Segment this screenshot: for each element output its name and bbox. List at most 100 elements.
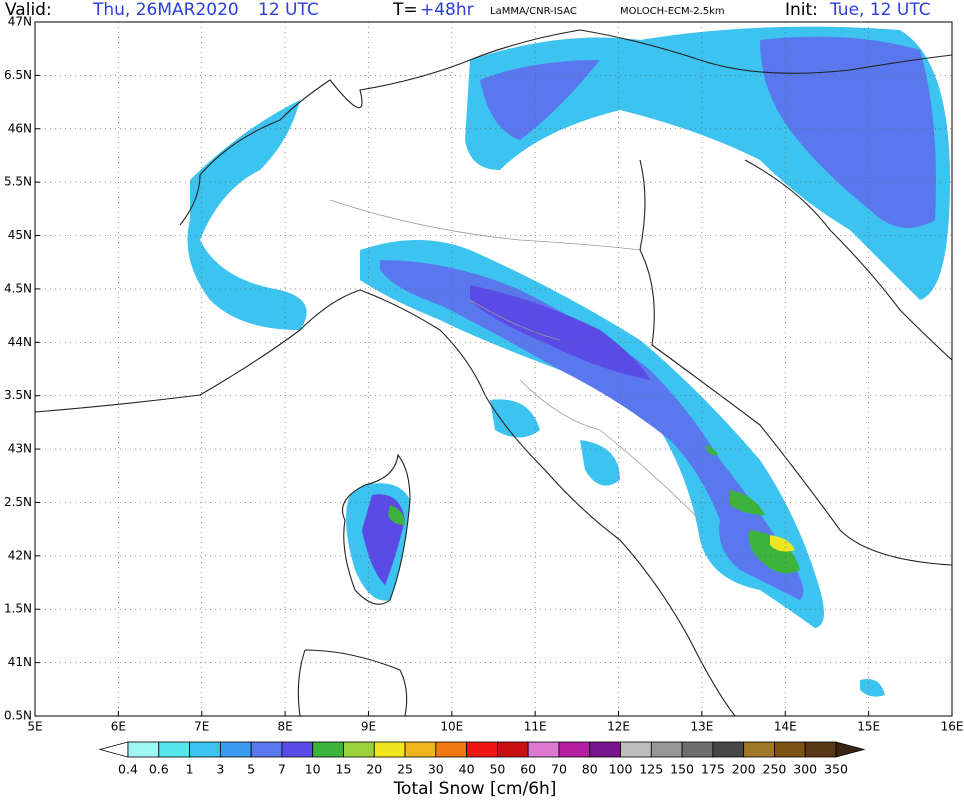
lon-label: 10E xyxy=(440,720,463,734)
colorbar-level: 80 xyxy=(582,762,598,777)
colorbar-box xyxy=(373,741,406,758)
lon-label: 16E xyxy=(941,720,964,734)
colorbar-level: 125 xyxy=(639,762,663,777)
lat-label: 4.5N xyxy=(4,281,32,295)
lon-label: 5E xyxy=(27,720,42,734)
map-frame xyxy=(34,21,953,717)
colorbar-level: 250 xyxy=(763,762,787,777)
colorbar-level: 70 xyxy=(551,762,567,777)
colorbar-box xyxy=(281,741,314,758)
valid-time: 12 UTC xyxy=(258,0,319,20)
coast-adriatic xyxy=(639,159,953,566)
lon-label: 9E xyxy=(361,720,376,734)
lon-label: 7E xyxy=(194,720,209,734)
colorbar-box xyxy=(343,741,375,758)
colorbar: 0.4 0.6 1 3 5 7 10 15 20 25 30 40 50 60 70 80 100 125 150 1… xyxy=(98,741,866,777)
colorbar-level: 1 xyxy=(186,762,194,777)
lat-label: 45N xyxy=(8,228,32,242)
lon-label: 13E xyxy=(690,720,713,734)
snow-apennines-core xyxy=(470,285,650,380)
lat-label: 47N xyxy=(8,15,32,29)
snow-western-alps xyxy=(187,100,307,330)
model: MOLOCH-ECM-2.5km xyxy=(620,6,725,17)
coastlines xyxy=(34,29,953,717)
colorbar-box xyxy=(681,741,714,758)
colorbar-level: 40 xyxy=(459,762,475,777)
coast-sardinia xyxy=(297,649,408,717)
valid-label: Valid: xyxy=(5,0,52,20)
colorbar-level: 100 xyxy=(609,762,633,777)
snow-field xyxy=(187,26,950,697)
colorbar-level: 3 xyxy=(216,762,224,777)
colorbar-box xyxy=(712,741,745,758)
colorbar-box xyxy=(189,741,221,758)
colorbar-title: Total Snow [cm/6h] xyxy=(393,779,557,799)
lon-label: 8E xyxy=(277,720,292,734)
colorbar-level: 150 xyxy=(670,762,694,777)
valid-date: Thu, 26MAR2020 xyxy=(92,0,239,20)
coast-corsica xyxy=(341,453,411,605)
colorbar-level: 30 xyxy=(428,762,444,777)
lat-label: 44N xyxy=(8,335,32,349)
colorbar-level: 300 xyxy=(793,762,817,777)
colorbar-level: 50 xyxy=(489,762,505,777)
colorbar-level: 25 xyxy=(397,762,413,777)
init-label: Init: xyxy=(785,0,818,20)
coast-tyrrhenian xyxy=(34,289,736,717)
lat-label: 42N xyxy=(8,548,32,562)
colorbar-box xyxy=(466,741,498,758)
colorbar-level: 175 xyxy=(701,762,725,777)
lon-label: 6E xyxy=(111,720,126,734)
colorbar-box xyxy=(620,741,652,758)
lon-label: 11E xyxy=(524,720,547,734)
lon-label: 15E xyxy=(857,720,880,734)
lat-label: 1.5N xyxy=(4,602,32,616)
lon-label: 14E xyxy=(774,720,797,734)
regional-borders xyxy=(329,199,701,521)
colorbar-box xyxy=(496,741,529,758)
lon-label: 12E xyxy=(607,720,630,734)
colorbar-box xyxy=(774,741,806,758)
colorbar-box xyxy=(558,741,591,758)
colorbar-level: 15 xyxy=(336,762,352,777)
colorbar-level: 20 xyxy=(366,762,382,777)
colorbar-left-arrow xyxy=(98,741,129,758)
colorbar-level: 5 xyxy=(247,762,255,777)
colorbar-box xyxy=(650,741,683,758)
coast-croatia xyxy=(744,159,953,361)
colorbar-box xyxy=(527,741,560,758)
colorbar-level: 350 xyxy=(824,762,848,777)
lat-label: 41N xyxy=(8,655,32,669)
lead-label: T= xyxy=(392,0,418,20)
colorbar-box xyxy=(312,741,344,758)
lat-label: 43N xyxy=(8,442,32,456)
colorbar-box xyxy=(435,741,468,758)
colorbar-box xyxy=(219,741,252,758)
colorbar-level: 10 xyxy=(305,762,321,777)
colorbar-box xyxy=(158,741,190,758)
lat-label: 6.5N xyxy=(4,68,32,82)
colorbar-level: 7 xyxy=(278,762,286,777)
snow-apennines-mid xyxy=(380,260,804,600)
colorbar-box xyxy=(589,741,621,758)
lat-label: 2.5N xyxy=(4,495,32,509)
snow-very-heavy xyxy=(770,535,795,552)
colorbar-box xyxy=(250,741,283,758)
colorbar-box xyxy=(404,741,437,758)
lat-label: 5.5N xyxy=(4,175,32,189)
graticule xyxy=(35,22,952,716)
colorbar-box xyxy=(804,741,837,758)
colorbar-box xyxy=(127,741,160,758)
lat-label: 46N xyxy=(8,121,32,135)
lead-value: +48hr xyxy=(420,0,474,20)
snow-patches xyxy=(490,399,885,697)
lat-label: 3.5N xyxy=(4,388,32,402)
init-value: Tue, 12 UTC xyxy=(829,0,931,20)
colorbar-level: 0.4 xyxy=(118,762,138,777)
border-alps xyxy=(179,29,953,226)
snow-eastern-alps-mid xyxy=(480,36,936,228)
source: LaMMA/CNR-ISAC xyxy=(490,6,577,17)
snow-corsica-heavy xyxy=(388,505,405,525)
colorbar-level: 200 xyxy=(732,762,756,777)
